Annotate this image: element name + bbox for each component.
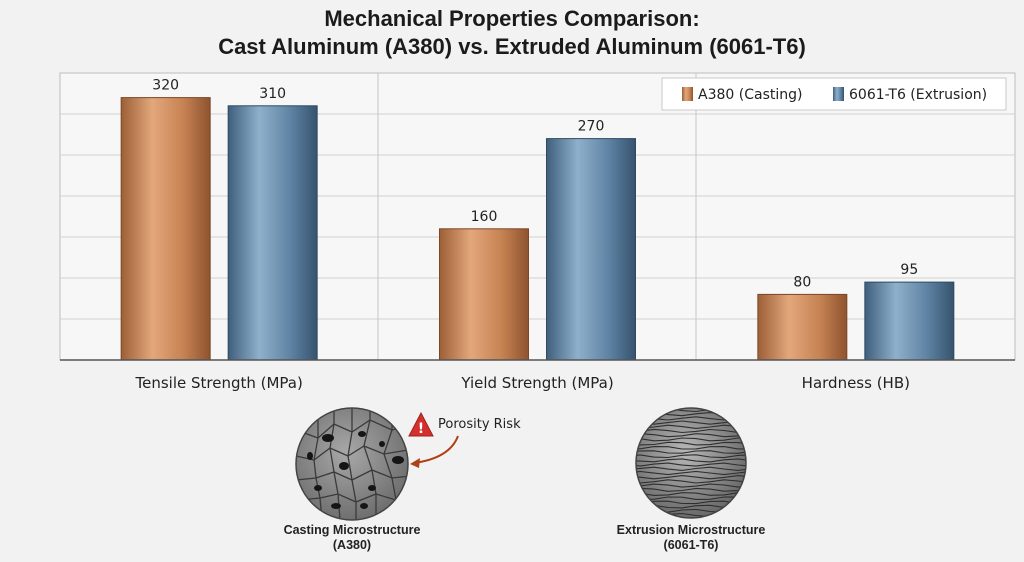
data-label: 310 — [259, 86, 286, 102]
bar-a380-2 — [757, 293, 848, 361]
porosity-annotation: ! — [408, 411, 459, 468]
data-label: 320 — [152, 78, 179, 94]
svg-text:!: ! — [418, 421, 424, 437]
legend: A380 (Casting) 6061-T6 (Extrusion) — [661, 77, 1007, 111]
casting-microstructure-image — [295, 407, 409, 521]
bar-6061-0 — [227, 105, 318, 361]
gridlines — [60, 113, 1015, 320]
legend-swatch-6061 — [833, 87, 844, 101]
chart-title: Mechanical Properties Comparison: — [324, 6, 700, 31]
category-label: Hardness (HB) — [802, 374, 910, 392]
porosity-arrow — [413, 435, 459, 464]
bar-a380-1 — [439, 228, 529, 361]
legend-label-6061: 6061-T6 (Extrusion) — [849, 87, 987, 103]
data-label: 80 — [793, 274, 811, 290]
category-label: Tensile Strength (MPa) — [134, 374, 302, 392]
category-label: Yield Strength (MPa) — [460, 374, 613, 392]
bar-6061-1 — [546, 138, 636, 361]
warning-icon — [408, 411, 434, 437]
casting-microstructure-label: Casting Microstructure (A380) — [283, 523, 421, 552]
legend-label-a380: A380 (Casting) — [698, 87, 802, 103]
bar-6061-2 — [864, 281, 955, 361]
data-label: 160 — [471, 209, 498, 225]
bar-a380-0 — [120, 97, 211, 361]
chart-subtitle: Cast Aluminum (A380) vs. Extruded Alumin… — [218, 34, 806, 59]
data-label: 270 — [578, 119, 605, 135]
legend-swatch-a380 — [682, 87, 693, 101]
data-label: 95 — [900, 262, 918, 278]
extrusion-microstructure-label: Extrusion Microstructure (6061-T6) — [616, 523, 766, 552]
porosity-risk-label: Porosity Risk — [438, 417, 521, 432]
plot-area — [59, 72, 1016, 361]
extrusion-microstructure-image — [635, 407, 747, 519]
